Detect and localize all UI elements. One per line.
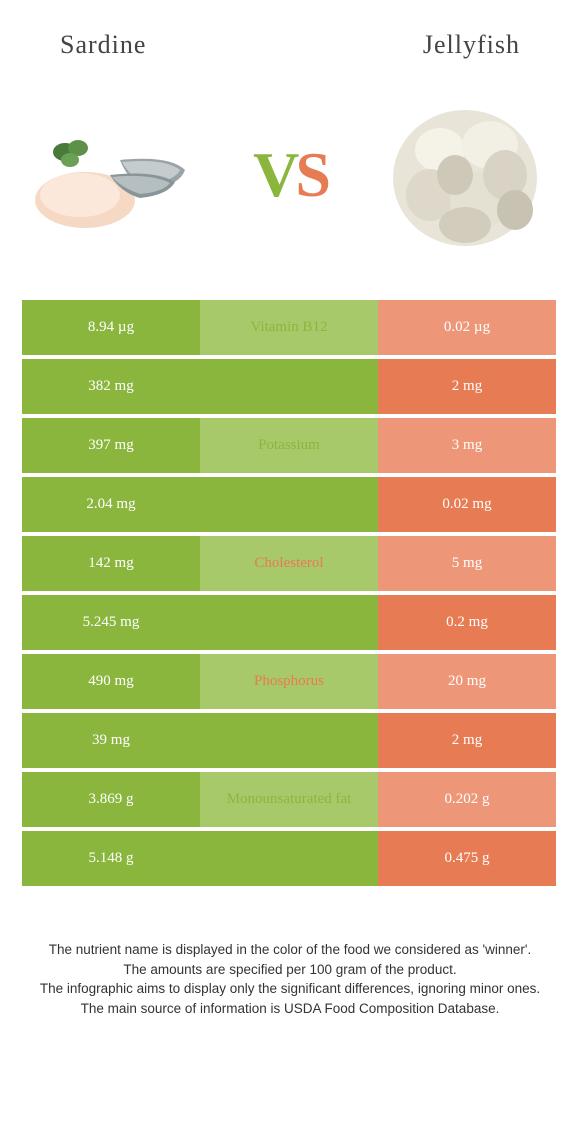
nutrient-row: 8.94 µgVitamin B120.02 µg xyxy=(22,300,558,355)
nutrient-row: 142 mgCholesterol5 mg xyxy=(22,536,558,591)
left-value: 39 mg xyxy=(22,713,200,768)
nutrient-name: Magnesium xyxy=(200,713,378,768)
nutrient-name: Vitamin E xyxy=(200,477,378,532)
jellyfish-image xyxy=(380,90,550,260)
left-value: 2.04 mg xyxy=(22,477,200,532)
nutrient-name: Polyunsaturated fat xyxy=(200,831,378,886)
nutrient-name: Monounsaturated fat xyxy=(200,772,378,827)
right-value: 0.2 mg xyxy=(378,595,556,650)
left-value: 490 mg xyxy=(22,654,200,709)
nutrient-row: 5.245 mgVitamin B30.2 mg xyxy=(22,595,558,650)
images-row: VS xyxy=(0,70,580,300)
nutrient-row: 5.148 gPolyunsaturated fat0.475 g xyxy=(22,831,558,886)
nutrient-row: 382 mgCalcium2 mg xyxy=(22,359,558,414)
nutrient-row: 39 mgMagnesium2 mg xyxy=(22,713,558,768)
right-value: 0.02 µg xyxy=(378,300,556,355)
nutrient-name: Cholesterol xyxy=(200,536,378,591)
footer-line: The infographic aims to display only the… xyxy=(30,979,550,999)
footer-line: The main source of information is USDA F… xyxy=(30,999,550,1019)
nutrient-name: Vitamin B12 xyxy=(200,300,378,355)
nutrient-table: 8.94 µgVitamin B120.02 µg382 mgCalcium2 … xyxy=(0,300,580,886)
footer-line: The nutrient name is displayed in the co… xyxy=(30,940,550,960)
left-value: 3.869 g xyxy=(22,772,200,827)
right-value: 3 mg xyxy=(378,418,556,473)
right-value: 0.202 g xyxy=(378,772,556,827)
nutrient-row: 397 mgPotassium3 mg xyxy=(22,418,558,473)
sardine-image xyxy=(30,90,200,260)
right-value: 2 mg xyxy=(378,359,556,414)
right-value: 20 mg xyxy=(378,654,556,709)
left-value: 5.148 g xyxy=(22,831,200,886)
nutrient-row: 2.04 mgVitamin E0.02 mg xyxy=(22,477,558,532)
right-value: 0.475 g xyxy=(378,831,556,886)
right-food-title: Jellyfish xyxy=(423,30,520,60)
left-value: 142 mg xyxy=(22,536,200,591)
nutrient-row: 490 mgPhosphorus20 mg xyxy=(22,654,558,709)
nutrient-name: Calcium xyxy=(200,359,378,414)
left-value: 8.94 µg xyxy=(22,300,200,355)
left-value: 397 mg xyxy=(22,418,200,473)
vs-s: S xyxy=(295,139,327,210)
vs-v: V xyxy=(253,139,295,210)
nutrient-name: Vitamin B3 xyxy=(200,595,378,650)
nutrient-row: 3.869 gMonounsaturated fat0.202 g xyxy=(22,772,558,827)
footer-text: The nutrient name is displayed in the co… xyxy=(0,890,580,1038)
footer-line: The amounts are specified per 100 gram o… xyxy=(30,960,550,980)
nutrient-name: Potassium xyxy=(200,418,378,473)
vs-label: VS xyxy=(253,138,327,212)
right-value: 2 mg xyxy=(378,713,556,768)
nutrient-name: Phosphorus xyxy=(200,654,378,709)
right-value: 0.02 mg xyxy=(378,477,556,532)
left-food-title: Sardine xyxy=(60,30,146,60)
left-value: 382 mg xyxy=(22,359,200,414)
left-value: 5.245 mg xyxy=(22,595,200,650)
right-value: 5 mg xyxy=(378,536,556,591)
